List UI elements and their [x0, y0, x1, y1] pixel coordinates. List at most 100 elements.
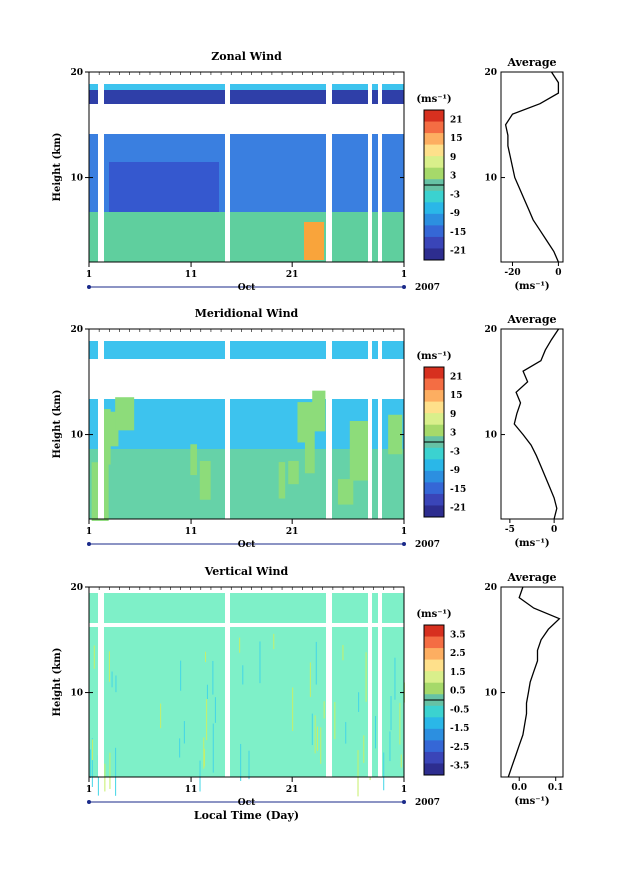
year-label: 2007 [415, 540, 440, 550]
field-streak [394, 657, 396, 700]
y-tick-label: 10 [70, 431, 83, 441]
colorbar-tick-label: 15 [450, 391, 463, 401]
x-tick-label: 21 [286, 527, 299, 537]
profile-frame [500, 586, 564, 778]
year-label: 2007 [415, 283, 440, 293]
colorbar-segment [424, 671, 444, 684]
colorbar-segment [424, 202, 444, 215]
field-streak [93, 645, 95, 669]
colorbar-segment [424, 682, 444, 695]
field-streak [389, 731, 391, 762]
colorbar-segment [424, 378, 444, 391]
field-streak [334, 701, 336, 740]
profile-x-tick-label: 0.1 [548, 783, 564, 793]
field-patch [388, 414, 403, 455]
colorbar-segment [424, 213, 444, 226]
field-streak [358, 692, 360, 712]
colorbar-tick-label: -15 [450, 228, 466, 238]
colorbar-tick-label: 15 [450, 134, 463, 144]
plot-frame [88, 328, 405, 520]
field-streak [204, 748, 206, 767]
x-tick-label: 1 [401, 785, 407, 795]
colorbar-segment [424, 401, 444, 414]
field-streak [239, 637, 241, 653]
colorbar-segment [424, 705, 444, 718]
field-streak [259, 641, 261, 684]
colorbar-segment [424, 367, 444, 380]
field-streak [115, 675, 117, 693]
colorbar-segment [424, 424, 444, 437]
colorbar-segment [424, 413, 444, 426]
field-streak [399, 702, 401, 745]
field-band-missing [89, 104, 404, 134]
colorbar-tick-label: -2.5 [450, 743, 469, 753]
colorbar-segment [424, 648, 444, 661]
profile-x-tick-label: 0 [555, 268, 561, 278]
field-streak [292, 687, 294, 731]
year-label: 2007 [415, 798, 440, 808]
colorbar-tick-label: -3 [450, 190, 460, 200]
colorbar-segment [424, 156, 444, 169]
field-streak [108, 651, 110, 682]
colorbar-tick-label: 1.5 [450, 668, 466, 678]
data-gap [225, 587, 230, 777]
colorbar-segment [424, 636, 444, 649]
colorbar-tick-label: 21 [450, 115, 463, 125]
profile-title: Average [506, 56, 556, 69]
profile-x-tick-label: -20 [504, 268, 520, 278]
data-gap [98, 587, 104, 777]
field-streak [323, 701, 325, 719]
data-gap [98, 72, 104, 262]
field-streak [400, 754, 402, 768]
colorbar-segment [424, 493, 444, 506]
month-bar-start [87, 542, 91, 546]
month-bar-end [402, 285, 406, 289]
colorbar-tick-label: 21 [450, 372, 463, 382]
month-bar-start [87, 800, 91, 804]
profile-line [507, 586, 561, 778]
field-streak [311, 713, 313, 746]
field-streak [320, 727, 322, 764]
colorbar-segment [424, 390, 444, 403]
profile-x-tick-label: -5 [505, 525, 515, 535]
colorbar-tick-label: -3.5 [450, 762, 469, 772]
colorbar-tick-label: -0.5 [450, 705, 469, 715]
field-band-jet [89, 90, 404, 104]
x-tick-label: 11 [185, 527, 198, 537]
month-bar-end [402, 800, 406, 804]
field-streak [365, 652, 367, 702]
data-gap [368, 329, 372, 519]
field-streak [214, 697, 216, 723]
profile-title: Average [506, 313, 556, 326]
y-tick-label: 20 [70, 325, 83, 335]
field-streak [206, 684, 208, 700]
colorbar-unit: (ms⁻¹) [416, 351, 451, 362]
colorbar-segment [424, 190, 444, 203]
field-patch [304, 420, 315, 474]
colorbar-segment [424, 505, 444, 518]
profile-y-tick-label: 10 [484, 174, 497, 184]
colorbar-segment [424, 763, 444, 776]
field-patch [98, 409, 111, 465]
colorbar-tick-label: 2.5 [450, 649, 466, 659]
data-gap [368, 72, 372, 262]
field-patch [190, 444, 197, 476]
data-gap [368, 587, 372, 777]
profile-y-tick-label: 20 [484, 325, 497, 335]
plot-frame [88, 71, 405, 263]
field-patch [349, 421, 369, 481]
colorbar-segment [424, 447, 444, 460]
colorbar-tick-label: -21 [450, 247, 466, 257]
x-tick-label: 1 [401, 527, 407, 537]
field-streak [342, 645, 344, 661]
field-patch [288, 460, 299, 485]
profile-y-tick-label: 10 [484, 689, 497, 699]
field-patch [115, 397, 135, 431]
field-streak [309, 662, 311, 697]
colorbar-segment [424, 133, 444, 146]
x-tick-label: 1 [401, 270, 407, 280]
colorbar-segment [424, 248, 444, 261]
field-top-missing [89, 329, 404, 341]
colorbar-unit: (ms⁻¹) [416, 609, 451, 620]
